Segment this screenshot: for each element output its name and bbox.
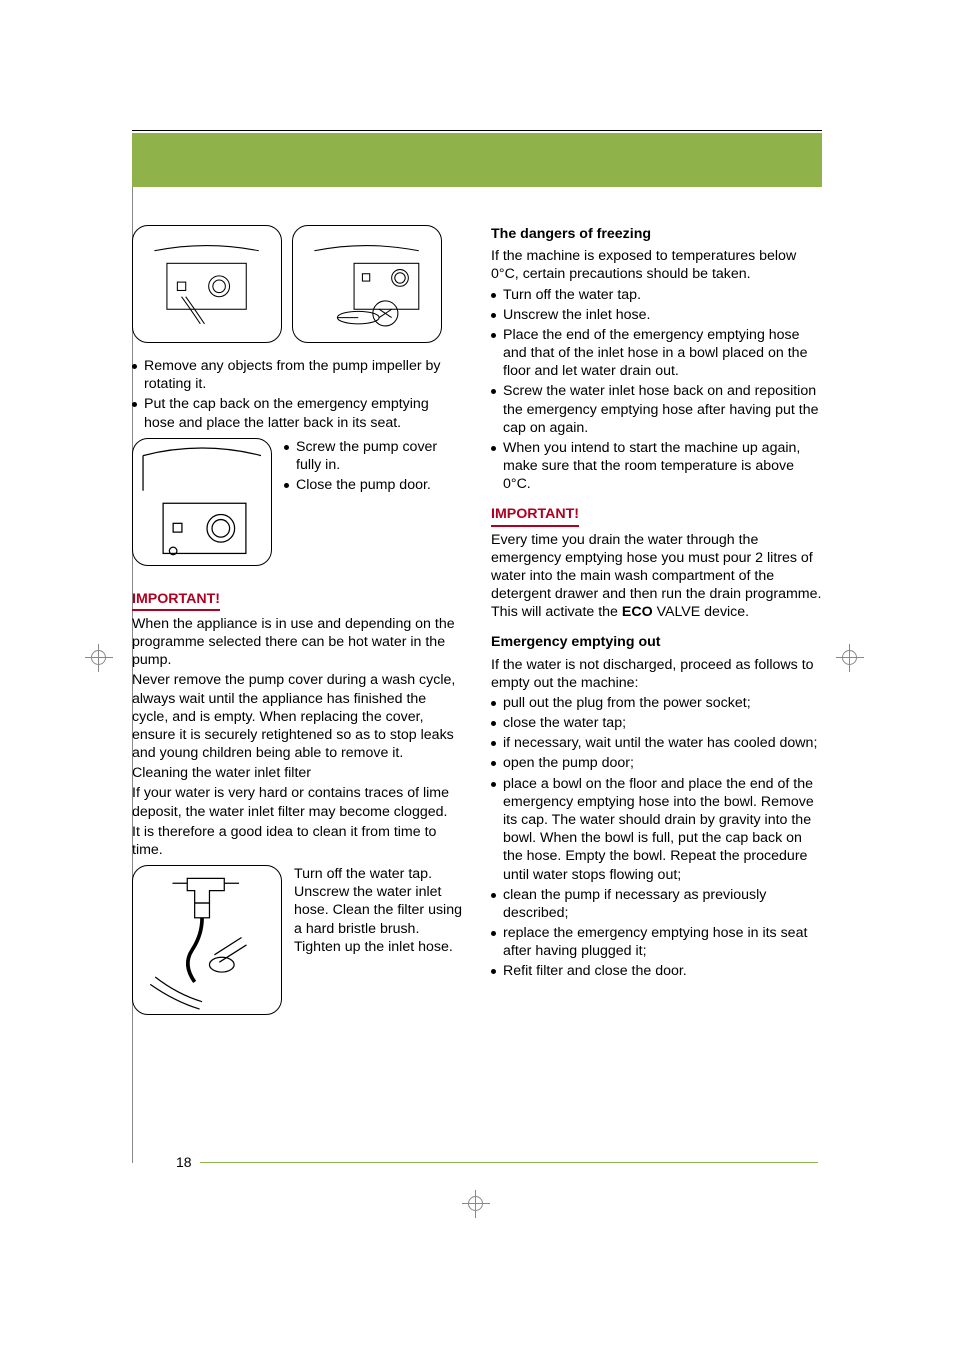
top-rule xyxy=(132,130,822,131)
figure-pump-1 xyxy=(132,225,282,343)
crop-radial-bottom xyxy=(462,1190,490,1218)
page-frame: Remove any objects from the pump impelle… xyxy=(132,130,822,1025)
body-text: Turn off the water tap. Unscrew the wate… xyxy=(294,865,463,956)
list-item: close the water tap; xyxy=(491,714,822,732)
body-text: It is therefore a good idea to clean it … xyxy=(132,823,463,859)
crop-radial-left xyxy=(85,644,113,672)
list-item: When you intend to start the machine up … xyxy=(491,439,822,494)
content-columns: Remove any objects from the pump impelle… xyxy=(132,225,822,1025)
list-item: Turn off the water tap. xyxy=(491,286,822,304)
bullet-list-1: Remove any objects from the pump impelle… xyxy=(132,357,463,432)
body-text: Cleaning the water inlet filter xyxy=(132,764,463,782)
list-item: Refit filter and close the door. xyxy=(491,962,822,980)
list-item: pull out the plug from the power socket; xyxy=(491,694,822,712)
list-item: replace the emergency emptying hose in i… xyxy=(491,924,822,960)
body-text: When the appliance is in use and dependi… xyxy=(132,615,463,670)
list-item: open the pump door; xyxy=(491,754,822,772)
right-column: The dangers of freezing If the machine i… xyxy=(491,225,822,1025)
list-item: Close the pump door. xyxy=(284,476,463,494)
body-text: If your water is very hard or contains t… xyxy=(132,784,463,820)
list-item: Remove any objects from the pump impelle… xyxy=(132,357,463,393)
list-item: place a bowl on the floor and place the … xyxy=(491,775,822,884)
page-number: 18 xyxy=(176,1154,192,1170)
list-item: Place the end of the emergency emptying … xyxy=(491,326,822,381)
body-text: If the machine is exposed to temperature… xyxy=(491,247,822,283)
freeze-bullets: Turn off the water tap. Unscrew the inle… xyxy=(491,286,822,494)
figure-row-3: Turn off the water tap. Unscrew the wate… xyxy=(132,865,463,1015)
list-item: if necessary, wait until the water has c… xyxy=(491,734,822,752)
crop-radial-right xyxy=(836,644,864,672)
figure-row-2: Screw the pump cover fully in. Close the… xyxy=(132,438,463,566)
body-text: Every time you drain the water through t… xyxy=(491,531,822,622)
figure-row-1 xyxy=(132,225,463,343)
important-heading: IMPORTANT! xyxy=(491,505,579,526)
list-item: clean the pump if necessary as previousl… xyxy=(491,886,822,922)
bullet-list-2: Screw the pump cover fully in. Close the… xyxy=(284,438,463,497)
list-item: Screw the water inlet hose back on and r… xyxy=(491,382,822,437)
figure-pump-2 xyxy=(292,225,442,343)
section-heading: The dangers of freezing xyxy=(491,225,822,243)
left-column: Remove any objects from the pump impelle… xyxy=(132,225,463,1025)
body-text: Never remove the pump cover during a was… xyxy=(132,671,463,762)
section-heading: Emergency emptying out xyxy=(491,633,822,651)
emergency-bullets: pull out the plug from the power socket;… xyxy=(491,694,822,981)
list-item: Unscrew the inlet hose. xyxy=(491,306,822,324)
figure-tap-filter xyxy=(132,865,282,1015)
body-text: If the water is not discharged, proceed … xyxy=(491,656,822,692)
footer-rule xyxy=(200,1162,818,1163)
figure-pump-3 xyxy=(132,438,272,566)
header-band xyxy=(132,133,822,187)
list-item: Put the cap back on the emergency emptyi… xyxy=(132,395,463,431)
list-item: Screw the pump cover fully in. xyxy=(284,438,463,474)
important-heading: IMPORTANT! xyxy=(132,590,220,611)
